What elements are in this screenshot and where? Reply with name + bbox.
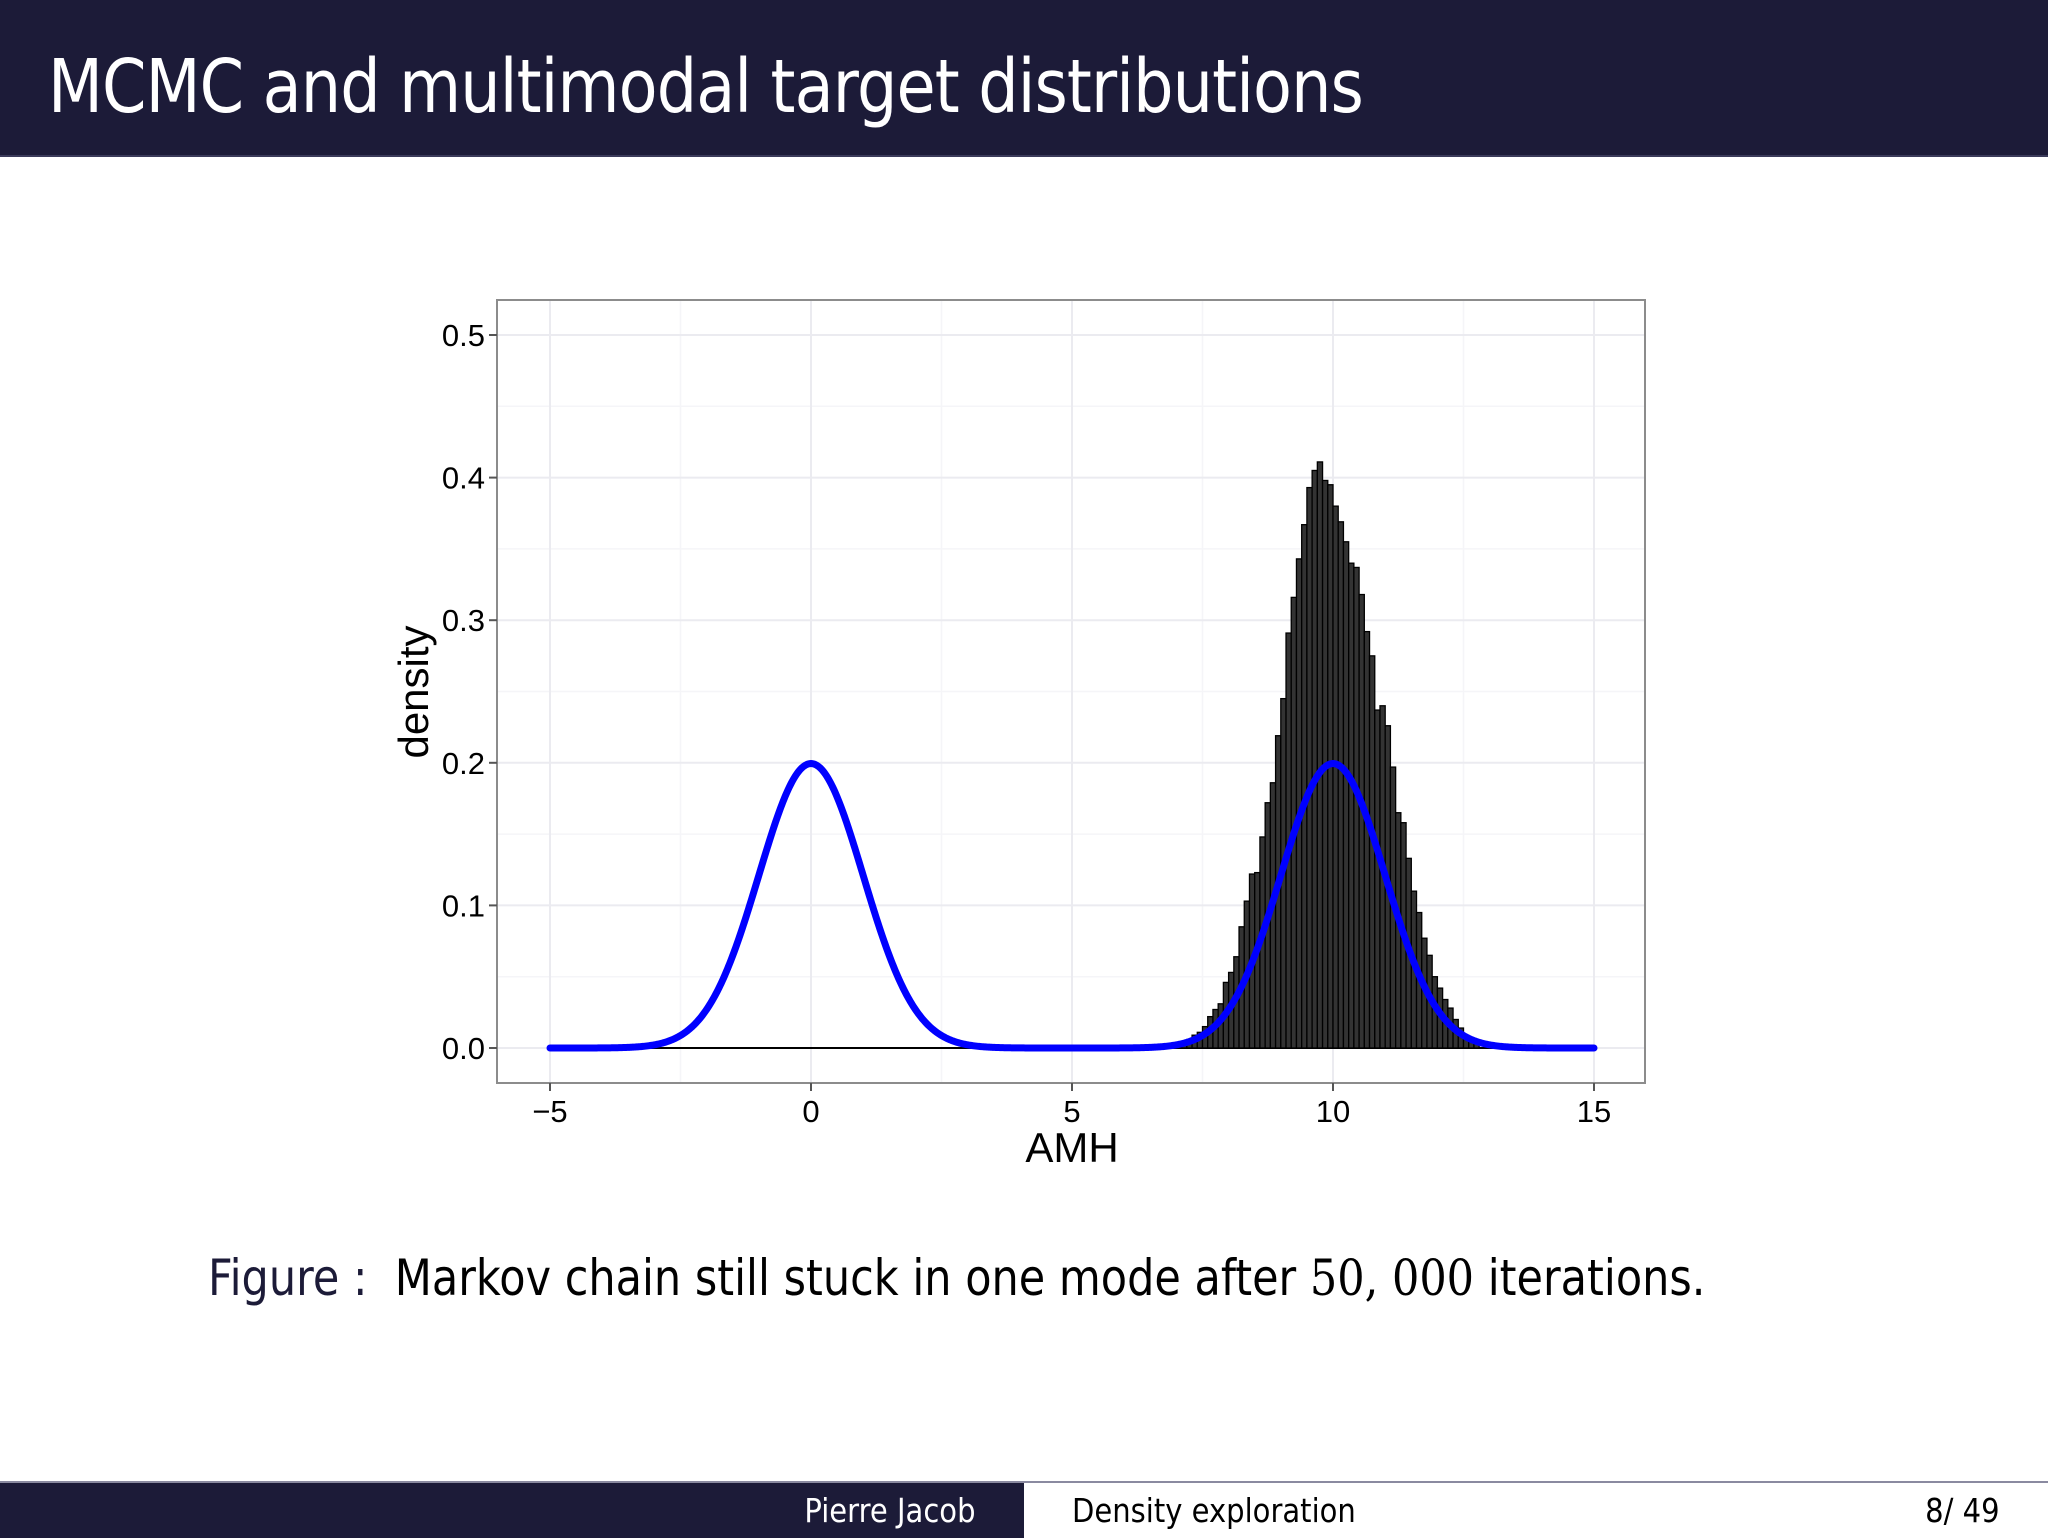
y-tick-label: 0.0 [442, 1031, 485, 1066]
figure-chart: 0.0 0.1 0.2 0.3 0.4 0.5 −5 0 5 10 15 AMH density [390, 299, 1646, 1171]
histogram-bar [1337, 521, 1345, 1049]
histogram-bar [1332, 505, 1339, 1049]
caption-math-number: 50, 000 [1309, 1249, 1475, 1307]
histogram-bar [1363, 630, 1371, 1049]
histogram-bar [1353, 566, 1360, 1049]
histogram-bar [1342, 541, 1350, 1049]
y-tick-label: 0.3 [442, 603, 485, 638]
caption-text-end: iterations. [1487, 1249, 1706, 1307]
footer-author-section: Pierre Jacob [0, 1483, 1024, 1538]
footer-talk-title: Density exploration [1072, 1491, 1356, 1530]
x-tick-label: −5 [532, 1094, 567, 1129]
y-tick-label: 0.1 [442, 888, 485, 923]
caption-label: Figure : [208, 1249, 368, 1307]
histogram-bar [1316, 461, 1324, 1049]
x-tick-label: 10 [1316, 1094, 1350, 1129]
caption-text: Markov chain still stuck in one mode aft… [394, 1249, 1297, 1307]
histogram-bar [1358, 593, 1365, 1049]
histogram-bar [1311, 469, 1318, 1049]
y-axis-title: density [390, 625, 437, 758]
page-number: 8/ 49 [1925, 1491, 2000, 1530]
slide-header: MCMC and multimodal target distributions [0, 0, 2048, 157]
x-tick-label: 15 [1577, 1094, 1611, 1129]
x-tick-label: 5 [1063, 1094, 1080, 1129]
y-tick-label: 0.2 [442, 746, 485, 781]
histogram-bar [1374, 709, 1381, 1049]
histogram-bar [1348, 562, 1355, 1049]
figure-caption: Figure : Markov chain still stuck in one… [208, 1243, 1705, 1313]
histogram-bar [1368, 655, 1376, 1049]
histogram-bar [1301, 524, 1308, 1049]
slide-title: MCMC and multimodal target distributions [48, 44, 1364, 130]
x-tick-label: 0 [802, 1094, 819, 1129]
footer-author: Pierre Jacob [804, 1491, 976, 1530]
target-density-curve [546, 760, 1598, 1052]
x-axis-title: AMH [1025, 1124, 1118, 1171]
slide-footer: Pierre Jacob Density exploration 8/ 49 [0, 1481, 2048, 1538]
histogram-bar [1306, 486, 1313, 1049]
y-tick-label: 0.5 [442, 318, 485, 353]
y-tick-label: 0.4 [442, 461, 485, 496]
histogram-density-plot: 0.0 0.1 0.2 0.3 0.4 0.5 −5 0 5 10 15 AMH density [390, 299, 1646, 1171]
